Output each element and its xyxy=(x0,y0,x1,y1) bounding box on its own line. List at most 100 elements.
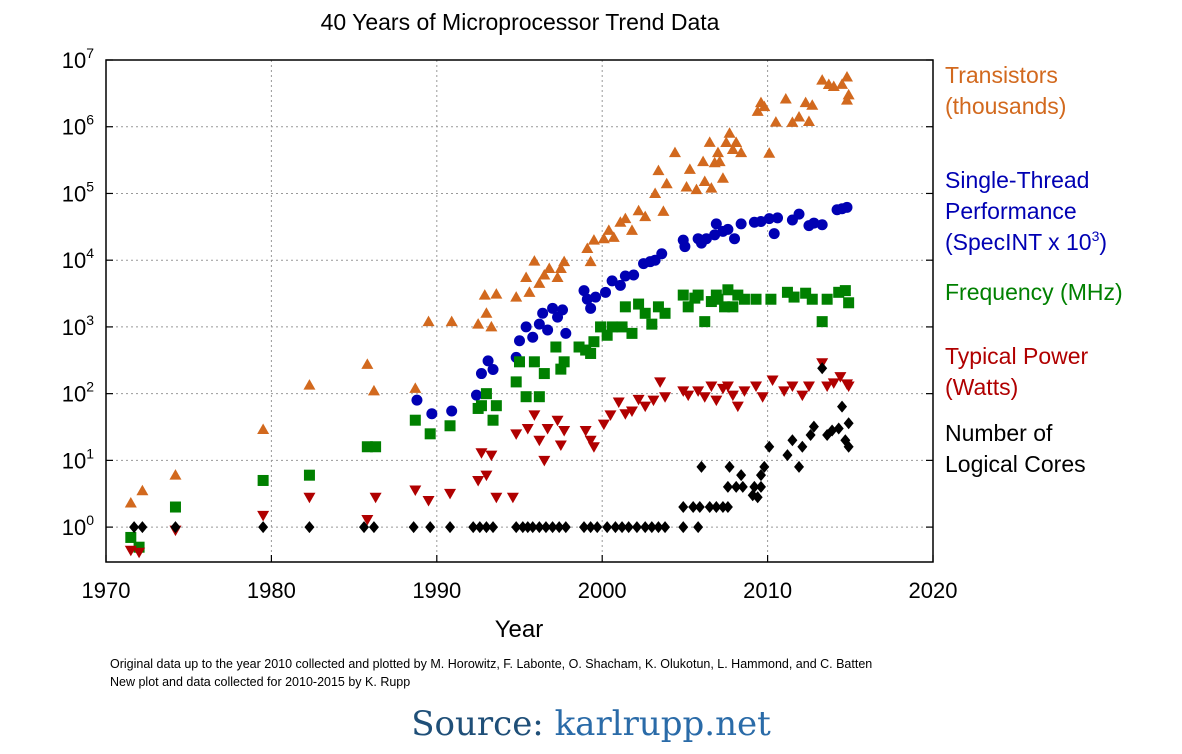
data-point xyxy=(482,355,494,367)
data-point xyxy=(475,448,488,459)
data-point xyxy=(369,492,382,504)
data-point xyxy=(542,324,554,336)
data-point xyxy=(709,229,721,241)
data-point xyxy=(632,204,645,216)
data-point xyxy=(749,480,760,493)
axes: 1970 1980 1990 2000 2010 2020 100 101 102 103 104 1… xyxy=(62,45,958,603)
data-point xyxy=(763,147,776,158)
data-point xyxy=(480,307,493,318)
data-point xyxy=(699,316,711,328)
legend-entry-line: (Watts) xyxy=(945,374,1018,400)
data-point xyxy=(579,521,590,534)
data-point xyxy=(764,440,775,453)
data-point xyxy=(802,381,815,393)
data-point xyxy=(474,521,485,534)
data-point xyxy=(547,302,559,314)
data-point xyxy=(653,521,664,534)
data-point xyxy=(601,329,613,341)
data-point xyxy=(585,521,596,534)
data-point xyxy=(797,440,808,453)
data-point xyxy=(656,248,668,260)
data-point xyxy=(722,223,734,235)
data-point xyxy=(551,415,564,427)
data-point xyxy=(444,420,456,432)
y-tick-label: 107 xyxy=(62,45,94,73)
data-point xyxy=(470,389,482,401)
data-point xyxy=(619,270,631,282)
data-point xyxy=(370,441,382,453)
data-point xyxy=(520,321,532,333)
data-point xyxy=(772,212,784,224)
data-point xyxy=(678,501,689,514)
data-point xyxy=(425,521,436,534)
data-point xyxy=(597,419,610,431)
legend-entry-line: Single-Thread xyxy=(945,167,1089,193)
data-point xyxy=(758,100,771,112)
data-point xyxy=(619,301,631,313)
data-point xyxy=(731,480,742,493)
source-link[interactable]: karlrupp.net xyxy=(554,704,771,744)
data-point xyxy=(510,429,523,440)
legend-entry-line: (thousands) xyxy=(945,93,1066,119)
data-point xyxy=(688,501,699,514)
data-point xyxy=(607,231,620,242)
data-point xyxy=(602,224,615,235)
series-square xyxy=(125,284,855,553)
x-axis-label: Year xyxy=(495,616,544,643)
chart-title: 40 Years of Microprocessor Trend Data xyxy=(321,9,720,35)
data-point xyxy=(625,224,638,235)
data-point xyxy=(475,368,487,380)
data-point xyxy=(581,293,593,305)
data-point xyxy=(558,426,571,437)
data-point xyxy=(523,286,536,297)
x-tick-label: 1990 xyxy=(412,578,461,603)
credits-line-1: Original data up to the year 2010 collec… xyxy=(110,657,873,671)
data-point xyxy=(490,492,503,504)
data-point xyxy=(751,105,764,116)
data-point xyxy=(723,127,736,138)
data-point xyxy=(585,347,597,359)
data-point xyxy=(696,460,707,473)
data-point xyxy=(735,218,747,230)
data-point xyxy=(533,435,546,447)
data-point xyxy=(543,262,556,274)
data-point xyxy=(487,414,499,426)
data-point xyxy=(768,228,780,240)
data-point xyxy=(700,233,712,245)
data-point xyxy=(257,510,270,522)
data-point xyxy=(660,521,671,534)
data-point xyxy=(786,381,799,393)
data-point xyxy=(480,470,493,482)
data-point xyxy=(520,391,532,403)
data-point xyxy=(588,336,600,348)
data-point xyxy=(704,501,715,514)
data-point xyxy=(541,424,554,435)
data-point xyxy=(836,78,849,89)
data-point xyxy=(712,293,724,305)
data-point xyxy=(617,521,628,534)
legend-entry-line: Transistors xyxy=(945,62,1058,88)
data-point xyxy=(721,381,734,393)
data-point xyxy=(737,480,748,493)
data-point xyxy=(129,521,140,534)
data-point xyxy=(698,392,711,403)
data-point xyxy=(581,242,594,253)
data-point xyxy=(511,521,522,534)
data-point xyxy=(521,424,534,435)
data-point xyxy=(520,271,533,283)
data-point xyxy=(729,233,741,245)
data-point xyxy=(592,521,603,534)
data-point xyxy=(713,155,726,167)
data-point xyxy=(616,321,628,333)
data-point xyxy=(422,315,435,327)
data-point xyxy=(408,521,419,534)
data-point xyxy=(843,417,854,430)
data-point xyxy=(619,409,632,420)
y-tick-label: 100 xyxy=(62,512,94,540)
data-point xyxy=(533,318,545,330)
data-point xyxy=(626,327,638,339)
data-point xyxy=(538,368,550,380)
data-point xyxy=(612,397,625,408)
data-point xyxy=(303,469,315,481)
data-point xyxy=(361,358,374,369)
